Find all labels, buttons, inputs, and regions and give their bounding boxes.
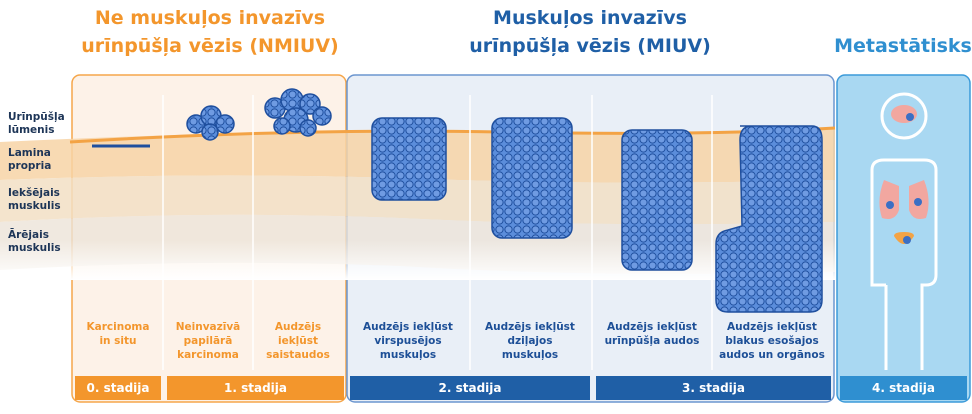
caption: Audzējs iekļūst bbox=[485, 321, 575, 333]
header: Muskuļos invazīvs bbox=[493, 7, 687, 29]
caption: virspusējos bbox=[374, 335, 441, 347]
layer-label: Iekšējais bbox=[8, 187, 60, 199]
caption: Neinvazīvā bbox=[176, 321, 241, 333]
caption: dziļajos bbox=[508, 335, 553, 347]
layer-label: muskulis bbox=[8, 200, 61, 212]
caption: Audzējs iekļūst bbox=[363, 321, 453, 333]
header: urīnpūšļa vēzis (MIUV) bbox=[469, 35, 711, 57]
caption: muskuļos bbox=[380, 349, 436, 361]
diagram: Ne muskuļos invazīvs urīnpūšļa vēzis (NM… bbox=[0, 0, 972, 410]
caption: Audzējs iekļūst bbox=[607, 321, 697, 333]
caption: papilārā bbox=[184, 335, 233, 347]
caption: karcinoma bbox=[177, 349, 239, 361]
stage-label: 3. stadija bbox=[682, 381, 745, 395]
header: Metastātisks bbox=[834, 35, 972, 57]
stage-label: 4. stadija bbox=[872, 381, 935, 395]
stage-label: 2. stadija bbox=[439, 381, 502, 395]
caption: saistaudos bbox=[266, 349, 330, 361]
layer-label: lūmenis bbox=[8, 124, 54, 136]
caption: urīnpūšļa audos bbox=[605, 335, 700, 347]
caption: muskuļos bbox=[502, 349, 558, 361]
caption: Audzējs bbox=[275, 321, 321, 333]
layer-label: Lamina bbox=[8, 147, 51, 159]
layer-label: Ārējais bbox=[8, 228, 49, 241]
caption: in situ bbox=[99, 335, 136, 347]
layer-label: propria bbox=[8, 160, 51, 172]
layer-label: muskulis bbox=[8, 242, 61, 254]
layer-label: Urīnpūšļa bbox=[8, 111, 65, 123]
header: urīnpūšļa vēzis (NMIUV) bbox=[81, 35, 338, 57]
header: Ne muskuļos invazīvs bbox=[95, 7, 325, 29]
stage-label: 1. stadija bbox=[224, 381, 287, 395]
caption: Karcinoma bbox=[87, 321, 150, 333]
stage-label: 0. stadija bbox=[87, 381, 150, 395]
caption: blakus esošajos bbox=[725, 335, 819, 347]
caption: Audzējs iekļūst bbox=[727, 321, 817, 333]
caption: audos un orgānos bbox=[719, 349, 825, 361]
caption: iekļūst bbox=[278, 335, 318, 347]
